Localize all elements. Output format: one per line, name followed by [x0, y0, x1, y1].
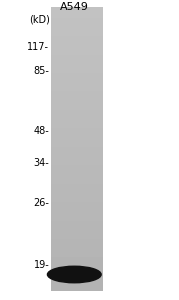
Text: 48-: 48-	[33, 125, 49, 136]
Ellipse shape	[47, 266, 101, 283]
Text: (kD): (kD)	[29, 14, 50, 25]
Text: 117-: 117-	[27, 41, 49, 52]
Text: 34-: 34-	[33, 158, 49, 169]
Text: 26-: 26-	[33, 197, 49, 208]
Text: A549: A549	[60, 2, 89, 12]
Text: 85-: 85-	[33, 65, 49, 76]
Text: 19-: 19-	[33, 260, 49, 271]
